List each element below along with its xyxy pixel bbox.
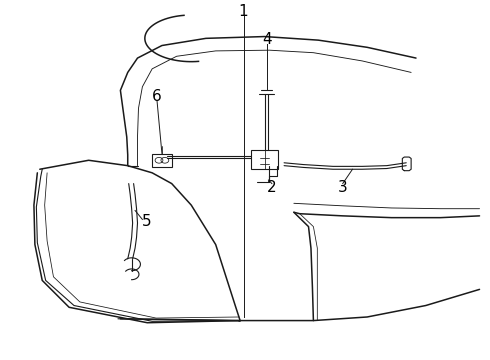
Text: 4: 4 xyxy=(262,32,272,47)
Bar xyxy=(251,149,278,169)
Bar xyxy=(152,154,171,167)
Text: 2: 2 xyxy=(267,180,277,195)
Text: 1: 1 xyxy=(239,4,248,19)
Text: 3: 3 xyxy=(338,180,347,195)
Text: 5: 5 xyxy=(142,214,151,229)
Text: 6: 6 xyxy=(152,89,162,104)
